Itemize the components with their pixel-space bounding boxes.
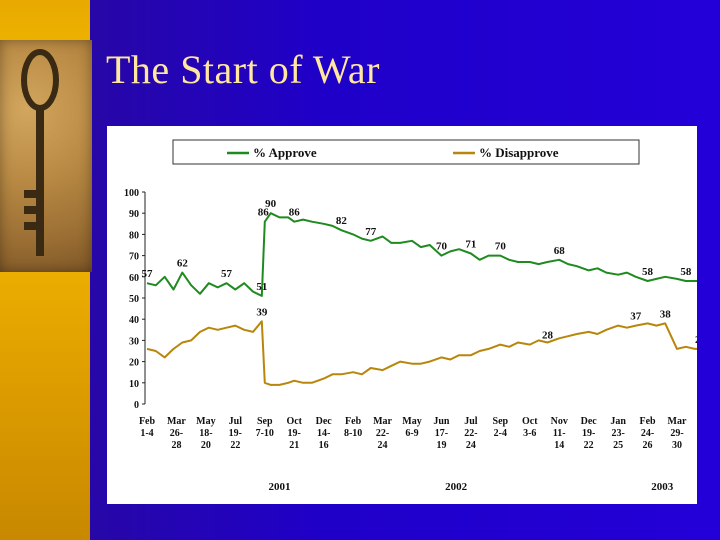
x-tick-label: Feb 1-4 [139, 416, 156, 439]
x-tick-label: Jun 17-19 [433, 416, 450, 451]
y-tick-label: 40 [129, 315, 139, 326]
y-tick-label: 70 [129, 252, 139, 263]
disapprove-data-label: 26 [695, 334, 697, 346]
disapprove-data-label: 28 [542, 330, 554, 342]
y-tick-label: 90 [129, 209, 139, 220]
approve-data-label: 71 [465, 238, 476, 250]
x-tick-label: Dec 14-16 [316, 416, 333, 451]
y-tick-label: 30 [129, 336, 139, 347]
y-tick-label: 80 [129, 230, 139, 241]
y-tick-label: 100 [124, 188, 139, 199]
year-label: 2002 [445, 481, 468, 493]
approve-data-label: 70 [436, 241, 448, 253]
legend-box [172, 139, 640, 165]
approve-data-label: 86 [289, 207, 301, 219]
approve-data-label: 51 [256, 281, 267, 293]
approve-data-label: 58 [642, 266, 654, 278]
approve-data-label: 86 [258, 207, 270, 219]
year-label: 2001 [269, 481, 291, 493]
x-tick-label: Feb 24-26 [640, 416, 657, 451]
year-label: 2003 [651, 481, 674, 493]
chart-svg: % Approve % Disapprove 0 10 20 30 40 50 60 70 80 90… [124, 139, 697, 493]
disapprove-data-label: 38 [660, 308, 672, 320]
x-tick-label: Jul 19-22 [229, 416, 243, 451]
approve-data-label: 90 [265, 198, 277, 210]
approve-data-label: 70 [495, 241, 507, 253]
x-tick-label: Mar 22-24 [373, 416, 392, 451]
x-tick-label: May 18-20 [196, 416, 215, 451]
x-tick-label: Dec 19-22 [581, 416, 598, 451]
y-tick-label: 50 [129, 294, 139, 305]
series-line-approve [146, 212, 697, 297]
x-tick-label: Jul 22-24 [464, 416, 478, 451]
y-tick-label: 10 [129, 379, 139, 390]
y-tick-label: 60 [129, 273, 139, 284]
approve-data-label: 82 [336, 215, 348, 227]
y-tick-label: 20 [129, 358, 139, 369]
x-tick-label: Oct 19-21 [286, 416, 302, 451]
disapprove-data-label: 39 [256, 306, 268, 318]
x-tick-label: Oct 3-6 [522, 416, 538, 439]
x-tick-label: Mar 29-30 [668, 416, 687, 451]
x-tick-label: Mar 26-28 [167, 416, 186, 451]
approve-data-label: 68 [554, 245, 566, 257]
approve-data-label: 58 [680, 266, 692, 278]
approve-data-label: 77 [365, 226, 377, 238]
x-tick-label: Sep 7-10 [256, 416, 274, 439]
approve-data-label: 62 [177, 258, 189, 270]
legend-entry: % Approve [253, 145, 317, 160]
legend-entry: % Disapprove [479, 145, 559, 160]
series-line-disapprove [146, 320, 697, 386]
x-tick-label: Jan 23-25 [610, 416, 626, 451]
x-tick-label: Nov 11-14 [551, 416, 568, 451]
x-tick-label: Sep 2-4 [493, 416, 509, 439]
key-icon [21, 49, 59, 256]
x-tick-label: May 6-9 [402, 416, 421, 439]
approve-data-label: 57 [142, 268, 154, 280]
antique-key-image [0, 40, 92, 272]
slide-title: The Start of War [106, 47, 380, 92]
approval-chart: % Approve % Disapprove 0 10 20 30 40 50 60 70 80 90… [107, 126, 697, 504]
approve-data-label: 57 [221, 268, 233, 280]
disapprove-data-label: 37 [630, 311, 642, 323]
x-tick-label: Feb 8-10 [344, 416, 362, 439]
y-tick-label: 0 [134, 400, 139, 411]
